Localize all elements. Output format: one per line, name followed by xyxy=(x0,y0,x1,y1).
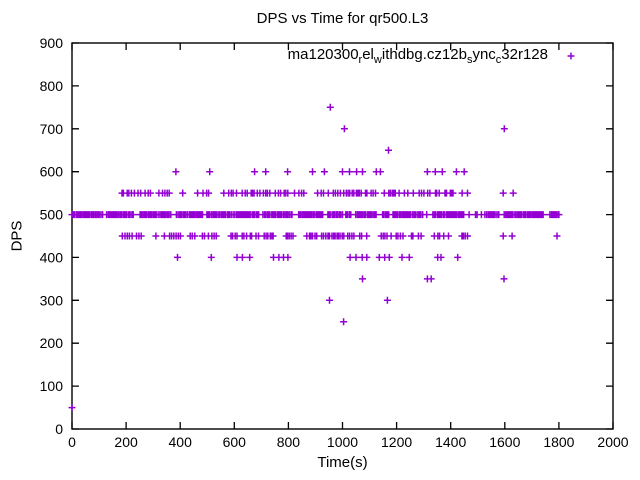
x-tick-label: 400 xyxy=(169,434,193,450)
legend-label-segment: 32r128 xyxy=(501,46,548,63)
legend-plus-glyph xyxy=(567,52,575,60)
x-tick-label: 1000 xyxy=(327,434,358,450)
plus-marker-icon xyxy=(567,52,575,60)
legend-label-subscript: c xyxy=(495,54,502,66)
y-tick-label: 700 xyxy=(40,121,64,137)
y-tick-label: 500 xyxy=(40,207,64,223)
data-band-550 xyxy=(118,189,471,197)
x-tick-label: 1600 xyxy=(489,434,520,450)
x-tick-label: 2000 xyxy=(597,434,628,450)
data-points-scatter xyxy=(68,103,561,412)
y-tick-label: 0 xyxy=(55,421,63,437)
x-tick-label: 800 xyxy=(277,434,301,450)
legend: ma120300relwithdbg.cz12bsyncc32r128 xyxy=(288,46,592,66)
y-tick-label: 400 xyxy=(40,249,64,265)
x-tick-label: 1800 xyxy=(543,434,574,450)
y-tick-label: 800 xyxy=(40,78,64,94)
y-tick-label: 100 xyxy=(40,378,64,394)
legend-label-segment: el xyxy=(362,46,374,63)
chart-title: DPS vs Time for qr500.L3 xyxy=(256,10,429,27)
data-band-450 xyxy=(118,232,471,240)
x-tick-label: 200 xyxy=(114,434,138,450)
x-axis-label: Time(s) xyxy=(317,454,368,471)
y-tick-label: 900 xyxy=(40,35,64,51)
x-tick-label: 1200 xyxy=(381,434,412,450)
x-tick-label: 0 xyxy=(68,434,76,450)
y-tick-label: 200 xyxy=(40,335,64,351)
legend-label-segment: ma120300 xyxy=(287,46,359,63)
y-tick-label: 300 xyxy=(40,292,64,308)
legend-label-segment: ync xyxy=(472,46,496,63)
legend-label-segment: ithdbg.cz12b xyxy=(381,46,467,63)
data-band-500 xyxy=(68,211,563,219)
legend-label-subscript: w xyxy=(373,54,382,66)
legend-label-subscript: r xyxy=(358,54,363,66)
legend-label: ma120300relwithdbg.cz12bsyncc32r128 xyxy=(288,46,548,66)
x-tick-label: 600 xyxy=(223,434,247,450)
x-tick-label: 1400 xyxy=(435,434,466,450)
y-tick-label: 600 xyxy=(40,164,64,180)
legend-label-subscript: s xyxy=(466,54,473,66)
